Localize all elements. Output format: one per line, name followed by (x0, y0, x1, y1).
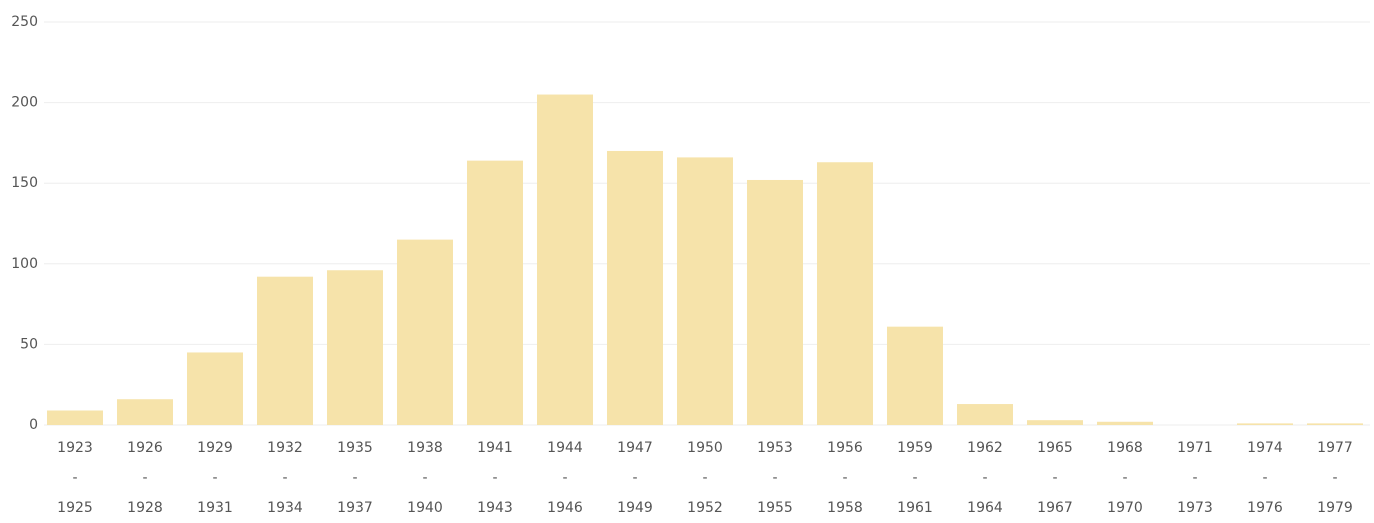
x-tick-label: 1935 - 1937 (337, 440, 373, 516)
x-tick-label: 1938 - 1940 (407, 440, 443, 516)
x-tick-label: 1977 - 1979 (1317, 440, 1353, 516)
bar (187, 352, 243, 425)
x-tick-label: 1944 - 1946 (547, 440, 583, 516)
bar (817, 162, 873, 425)
y-tick-label: 250 (11, 14, 38, 30)
x-tick-label: 1974 - 1976 (1247, 440, 1283, 516)
y-tick-label: 0 (29, 417, 38, 433)
bar (957, 404, 1013, 425)
x-tick-label: 1923 - 1925 (57, 440, 93, 516)
bar (1027, 420, 1083, 425)
x-tick-label: 1965 - 1967 (1037, 440, 1073, 516)
bar (887, 326, 943, 425)
x-tick-label: 1950 - 1952 (687, 440, 723, 516)
x-tick-label: 1947 - 1949 (617, 440, 653, 516)
x-tick-label: 1971 - 1973 (1177, 440, 1213, 516)
bar (537, 94, 593, 425)
x-tick-label: 1968 - 1970 (1107, 440, 1143, 516)
x-tick-label: 1962 - 1964 (967, 440, 1003, 516)
x-tick-label: 1941 - 1943 (477, 440, 513, 516)
bar (747, 179, 803, 425)
bar (1237, 423, 1293, 425)
x-tick-label: 1953 - 1955 (757, 440, 793, 516)
bar (1307, 423, 1363, 425)
y-tick-label: 50 (20, 336, 38, 352)
bar (117, 399, 173, 425)
x-tick-label: 1956 - 1958 (827, 440, 863, 516)
bar (467, 160, 523, 425)
x-tick-label: 1932 - 1934 (267, 440, 303, 516)
x-tick-label: 1959 - 1961 (897, 440, 933, 516)
bar (677, 157, 733, 425)
bar (327, 270, 383, 425)
bar (607, 150, 663, 425)
bar (397, 239, 453, 425)
bar (1097, 421, 1153, 425)
y-tick-label: 100 (11, 256, 38, 272)
x-tick-label: 1926 - 1928 (127, 440, 163, 516)
bar (257, 276, 313, 425)
y-tick-label: 150 (11, 175, 38, 191)
y-tick-label: 200 (11, 95, 38, 111)
x-tick-label: 1929 - 1931 (197, 440, 233, 516)
bar (47, 410, 103, 425)
